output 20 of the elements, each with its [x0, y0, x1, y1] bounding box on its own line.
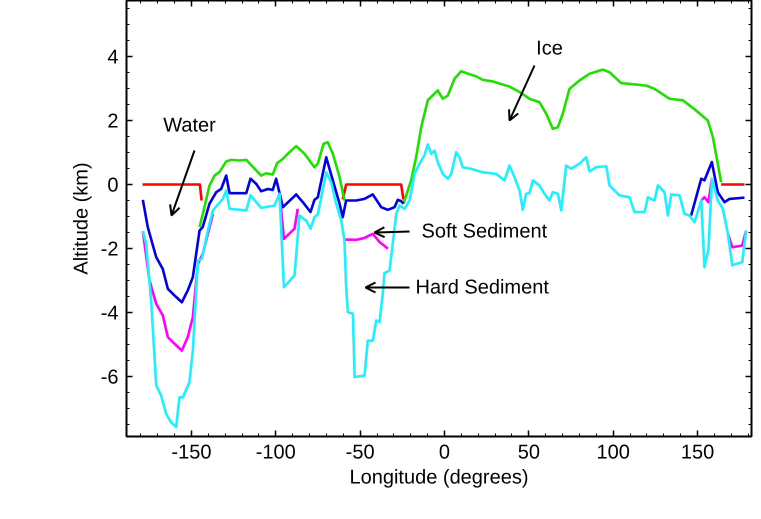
y-tick-label: -6: [100, 366, 119, 388]
y-tick-label: -2: [100, 238, 119, 260]
annotation: Soft Sediment: [422, 220, 548, 242]
annotation: Ice: [536, 38, 563, 60]
y-axis-title: Altitude (km): [70, 162, 93, 275]
y-tick-label: 2: [107, 110, 118, 132]
x-tick-label: 150: [680, 442, 714, 464]
x-tick-label: -50: [346, 442, 375, 464]
x-tick-label: 50: [518, 442, 540, 464]
x-axis-title: Longitude (degrees): [349, 466, 529, 488]
x-tick-label: 0: [438, 442, 450, 464]
y-tick-label: 4: [107, 46, 118, 68]
y-tick-label: -4: [100, 302, 119, 324]
annotation: Water: [163, 114, 216, 136]
x-tick-label: 100: [596, 442, 630, 464]
annotation: Hard Sediment: [416, 276, 550, 298]
y-tick-label: 0: [107, 174, 118, 196]
x-tick-label: -150: [171, 442, 212, 464]
line-series: [142, 143, 748, 428]
x-tick-label: -100: [256, 442, 296, 464]
